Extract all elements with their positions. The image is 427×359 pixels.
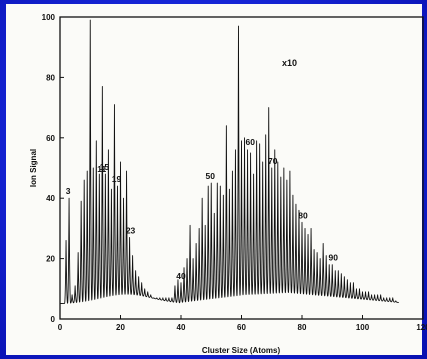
peak-label: 70	[268, 156, 278, 166]
peak-label: 23	[126, 225, 136, 235]
x-tick-label: 20	[116, 323, 125, 332]
x-tick-label: 0	[58, 323, 63, 332]
peak-label: 19	[112, 174, 122, 184]
x-tick-label: 120	[416, 323, 427, 332]
y-tick-label: 100	[42, 13, 56, 22]
y-tick-label: 0	[51, 315, 56, 324]
peak-label: 80	[298, 210, 308, 220]
peak-label: 90	[329, 253, 339, 263]
y-tick-label: 20	[46, 255, 55, 264]
x-tick-label: 40	[177, 323, 186, 332]
y-axis: 0 20 40 60 80 100	[42, 13, 64, 324]
peak-label: 15	[100, 162, 110, 172]
peak-label: 60	[246, 137, 256, 147]
x-axis: 0 20 40 60 80 100 120	[58, 315, 427, 332]
x10-annotation: x10	[282, 58, 297, 68]
x-tick-label: 80	[298, 323, 307, 332]
y-tick-label: 40	[46, 194, 55, 203]
x-axis-label: Cluster Size (Atoms)	[202, 346, 281, 355]
y-axis-label: Ion Signal	[29, 149, 38, 187]
x-tick-label: 100	[356, 323, 370, 332]
x-tick-label: 60	[237, 323, 246, 332]
y-tick-label: 80	[46, 73, 55, 82]
peak-label: 50	[206, 171, 216, 181]
peak-label: 11	[97, 164, 106, 174]
ion-signal-trace	[59, 19, 400, 305]
peak-label: 3	[66, 186, 71, 196]
peak-label: 40	[176, 271, 186, 281]
y-tick-label: 60	[46, 134, 55, 143]
